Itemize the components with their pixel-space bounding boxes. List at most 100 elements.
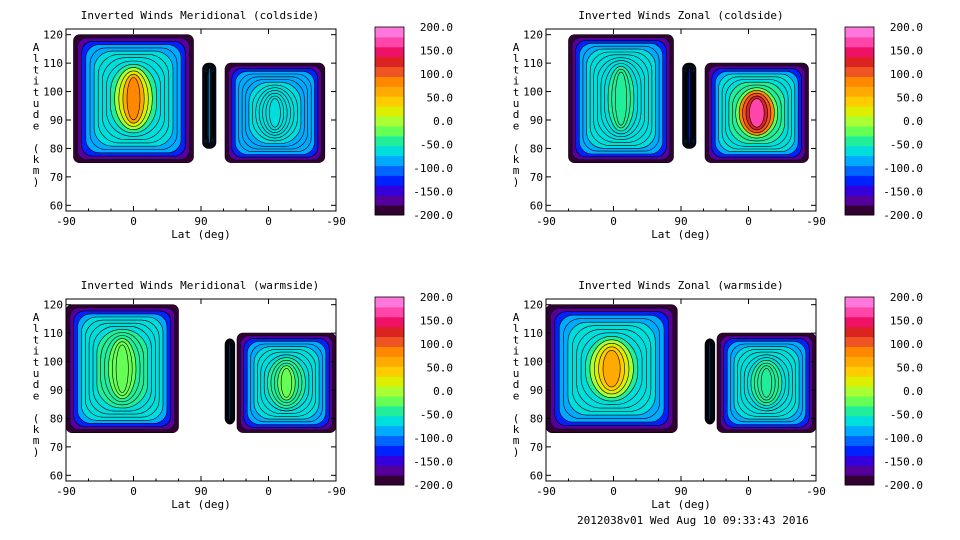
colorbar-swatch xyxy=(845,46,874,58)
colorbar-swatch xyxy=(375,86,404,97)
colorbar-swatch xyxy=(845,135,874,147)
x-tick-label: -90 xyxy=(326,485,346,498)
colorbar-swatch xyxy=(375,346,404,357)
colorbar-tick-label: 200.0 xyxy=(890,21,923,34)
colorbar-swatch xyxy=(375,405,404,417)
x-tick-label: 0 xyxy=(265,485,272,498)
colorbar-tick-label: -200.0 xyxy=(883,209,923,222)
y-tick-label: 70 xyxy=(530,171,543,184)
chart-title: Inverted Winds Meridional (warmside) xyxy=(81,279,319,292)
colorbar-swatch xyxy=(375,395,404,407)
colorbar-tick-label: -100.0 xyxy=(883,162,923,175)
colorbar-tick-label: -50.0 xyxy=(420,409,453,422)
contour-level xyxy=(708,341,711,421)
colorbar-swatch xyxy=(375,175,404,186)
y-tick-label: 60 xyxy=(530,199,543,212)
colorbar-tick-label: 50.0 xyxy=(897,362,924,375)
colorbar-swatch xyxy=(375,336,404,347)
colorbar-tick-label: 150.0 xyxy=(890,45,923,58)
colorbar-swatch xyxy=(845,76,874,87)
colorbar-swatch xyxy=(375,366,404,377)
y-tick-label: 60 xyxy=(50,199,63,212)
colorbar-swatch xyxy=(375,306,404,318)
contour-level xyxy=(115,344,129,393)
colorbar-swatch xyxy=(845,96,874,107)
colorbar-swatch xyxy=(375,36,404,48)
footer-text: 2012038v01 Wed Aug 10 09:33:43 2016 xyxy=(577,514,809,527)
colorbar-swatch xyxy=(845,66,874,77)
colorbar: 200.0 150.0 100.0 50.0 0.0 -50.0 -100.0 -150.0 -… xyxy=(374,291,454,492)
colorbar-swatch xyxy=(375,76,404,87)
colorbar-tick-label: -50.0 xyxy=(890,409,923,422)
colorbar-swatch xyxy=(375,185,404,196)
contour-field xyxy=(66,304,336,433)
y-tick-label: 100 xyxy=(523,356,543,369)
colorbar-swatch xyxy=(845,106,874,117)
colorbar-swatch xyxy=(845,376,874,387)
contour-field xyxy=(568,34,809,164)
contour-level xyxy=(269,98,281,128)
y-tick-label: 70 xyxy=(50,171,63,184)
colorbar-swatch xyxy=(845,455,874,466)
colorbar-tick-label: -50.0 xyxy=(420,139,453,152)
colorbar-swatch xyxy=(845,145,874,157)
colorbar-tick-label: -200.0 xyxy=(413,209,453,222)
colorbar-swatch xyxy=(375,46,404,58)
colorbar-tick-label: -150.0 xyxy=(883,186,923,199)
x-tick-label: 0 xyxy=(745,215,752,228)
colorbar-tick-label: -100.0 xyxy=(883,432,923,445)
chart-panel-1: Inverted Winds Meridional (coldside) -90 0… xyxy=(33,9,453,241)
colorbar-swatch xyxy=(375,116,404,127)
x-axis-label: Lat (deg) xyxy=(171,498,231,511)
colorbar-swatch xyxy=(845,36,874,48)
colorbar-tick-label: 50.0 xyxy=(427,362,454,375)
colorbar-swatch xyxy=(375,415,404,427)
colorbar-swatch xyxy=(375,96,404,107)
contour-level xyxy=(126,77,141,121)
colorbar-tick-label: 100.0 xyxy=(890,338,923,351)
contour-level xyxy=(208,67,211,144)
colorbar-swatch xyxy=(375,155,404,167)
contour-level xyxy=(229,341,231,421)
colorbar-tick-label: -200.0 xyxy=(413,479,453,492)
colorbar-swatch xyxy=(375,376,404,387)
colorbar-tick-label: 200.0 xyxy=(420,21,453,34)
colorbar-swatch xyxy=(375,125,404,137)
colorbar-tick-label: -150.0 xyxy=(413,456,453,469)
colorbar-swatch xyxy=(375,425,404,437)
x-tick-label: 90 xyxy=(674,215,687,228)
chart-title: Inverted Winds Meridional (coldside) xyxy=(81,9,319,22)
y-tick-label: 120 xyxy=(43,299,63,312)
x-tick-label: 0 xyxy=(745,485,752,498)
colorbar-swatch xyxy=(375,297,404,308)
colorbar: 200.0 150.0 100.0 50.0 0.0 -50.0 -100.0 -150.0 -… xyxy=(374,21,453,222)
y-tick-label: 90 xyxy=(530,114,543,127)
y-tick-label: 120 xyxy=(43,29,63,42)
x-tick-label: -90 xyxy=(56,485,76,498)
colorbar-swatch xyxy=(845,475,874,486)
y-tick-label: 100 xyxy=(523,86,543,99)
colorbar-tick-label: 100.0 xyxy=(420,338,453,351)
colorbar-swatch xyxy=(375,145,404,157)
colorbar-swatch xyxy=(845,27,874,38)
colorbar-tick-label: -100.0 xyxy=(413,432,453,445)
x-tick-label: 90 xyxy=(194,215,207,228)
colorbar-swatch xyxy=(845,165,874,176)
x-tick-label: 0 xyxy=(130,215,137,228)
colorbar-swatch xyxy=(845,86,874,97)
colorbar-swatch xyxy=(375,106,404,117)
colorbar: 200.0 150.0 100.0 50.0 0.0 -50.0 -100.0 -150.0 -… xyxy=(844,21,923,222)
colorbar-swatch xyxy=(375,135,404,147)
y-tick-label: 120 xyxy=(523,299,543,312)
chart-panel-2: Inverted Winds Zonal (coldside) -90 0 90 0 -9… xyxy=(513,9,923,241)
contour-level xyxy=(614,71,627,126)
colorbar-swatch xyxy=(845,336,874,347)
y-tick-label: 120 xyxy=(523,29,543,42)
colorbar-swatch xyxy=(845,445,874,456)
x-tick-label: -90 xyxy=(536,485,556,498)
colorbar-swatch xyxy=(375,326,404,338)
colorbar-tick-label: 200.0 xyxy=(890,291,923,304)
